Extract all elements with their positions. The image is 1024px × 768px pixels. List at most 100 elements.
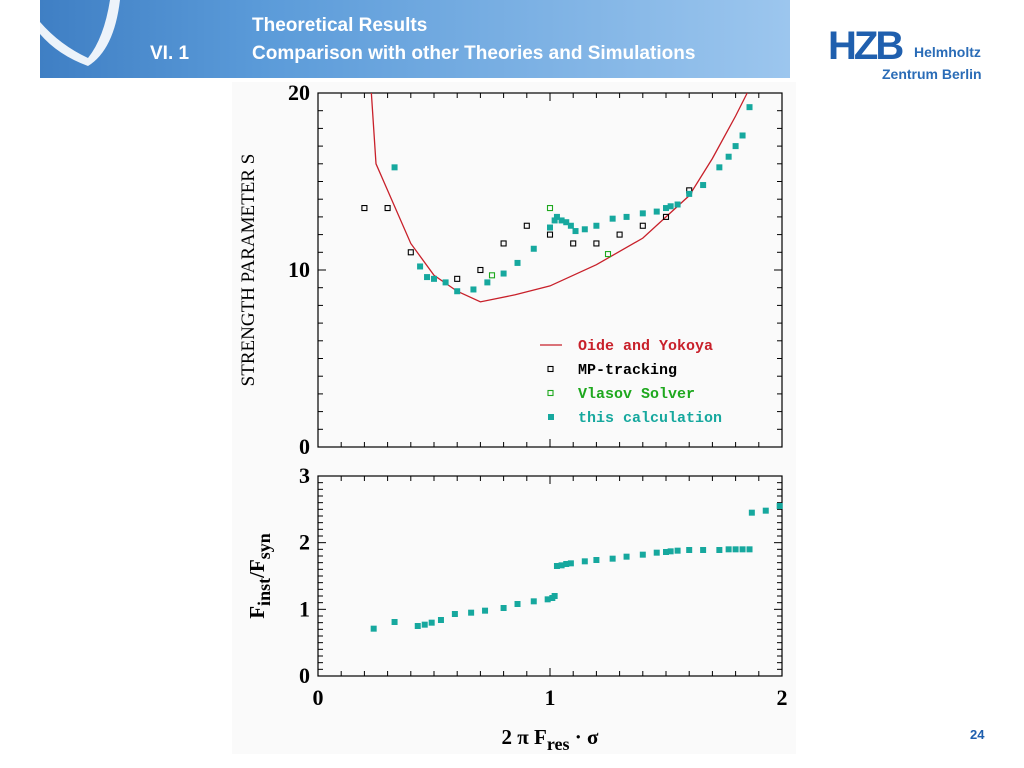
legend-filled-square-swatch [548,414,554,420]
calc-point [732,143,739,150]
bottom-y-tick-label: 3 [299,463,310,488]
top-y-tick-labels: 0 10 20 [288,80,310,459]
bottom-y-tick-label: 2 [299,530,310,555]
top-tick-marks [317,92,783,448]
calc-point [609,215,616,222]
calc-point [572,228,579,235]
calc-point [391,164,398,171]
hzb-logo: HZB Helmholtz Zentrum Berlin [828,26,998,86]
calc-point [500,270,507,277]
bottom-x-tick-label: 0 [313,685,324,710]
vlasov-point [604,251,612,258]
calc-point [553,213,560,220]
mp-tracking-point [500,240,507,247]
logo-text-line2: Zentrum Berlin [882,66,982,82]
calc-point [593,222,600,229]
calc-point [500,605,507,611]
mp-tracking-point [570,240,577,247]
calc-point [700,547,707,553]
bottom-x-tick-labels: 0 1 2 [313,685,788,710]
top-y-axis-label: STRENGTH PARAMETER S [238,154,259,387]
calc-point [663,205,669,212]
mp-tracking-point [361,205,368,212]
mp-tracking-point [616,231,623,238]
oide-yokoya-line [370,92,748,303]
calc-point [451,611,458,617]
calc-point [609,555,616,562]
calc-point [530,245,537,252]
section-number: VI. 1 [150,43,190,64]
mp-tracking-point [407,249,414,256]
calc-point [716,164,723,171]
top-plot: 0 10 20 STRENGTH PARAMETER S Oide and Yoko… [238,80,783,459]
bottom-y-tick-labels: 0 1 2 3 [299,463,310,688]
calc-point [667,548,674,555]
chart-panel: 0 10 20 STRENGTH PARAMETER S Oide and Yoko… [232,80,796,754]
calc-point [700,182,707,189]
calc-point [716,547,723,553]
calc-point [514,601,521,607]
mp-tracking-point [662,213,670,220]
banner-swoosh-icon [40,0,120,66]
calc-point [674,547,681,554]
calc-point [762,507,769,514]
calc-point [551,593,558,599]
vlasov-point [546,205,554,212]
calc-point [437,617,444,623]
bottom-x-tick-label: 2 [777,685,788,710]
calc-point [482,607,489,614]
calc-point [468,609,475,616]
header-banner [40,0,790,78]
legend-open-square-swatch [547,389,554,397]
calc-point [725,153,732,160]
logo-text-line1: Helmholtz [914,44,981,60]
bottom-y-tick-label: 1 [299,596,310,621]
mp-tracking-point [477,266,484,274]
mp-tracking-point [523,222,530,229]
calc-point [748,509,755,516]
calc-point [424,274,431,281]
bottom-series [370,503,783,632]
calc-point [431,275,437,282]
calc-point [581,558,588,565]
calc-point [663,549,669,555]
calc-point [454,288,461,295]
legend-label: this calculation [578,410,722,427]
slide-title: Theoretical Results [252,15,428,36]
calc-point [553,563,560,569]
mp-tracking-point [546,231,554,238]
vlasov-point [488,272,496,279]
mp-tracking-point [639,222,646,229]
bottom-x-axis-label: 2 π Fres · σ [502,725,600,754]
calc-point [470,286,477,293]
calc-point [370,625,377,632]
calc-point [686,547,693,553]
bottom-y-tick-label: 0 [299,663,310,688]
legend-open-square-swatch [547,365,554,373]
calc-point [581,226,588,233]
calc-point [547,224,553,231]
calc-point [391,619,398,625]
calc-point [530,598,537,605]
calc-point [544,596,551,603]
calc-point [558,562,565,569]
calc-point [725,546,732,553]
calc-point [514,259,521,266]
top-y-tick-label: 0 [299,434,310,459]
calc-point [776,503,783,509]
calc-point [739,546,746,553]
bottom-plot-frame [317,475,783,677]
mp-tracking-point [593,240,600,247]
calc-point [421,621,428,628]
page-number: 24 [970,727,985,742]
bottom-tick-marks [317,475,783,677]
mp-tracking-point [454,275,461,282]
bottom-plot: 0 1 2 3 0 1 2 Finst/Fsyn 2 π Fres · σ [245,463,788,754]
calc-point [639,551,646,558]
calc-point [567,222,574,229]
calc-point [674,201,681,208]
calc-point [563,219,570,226]
calc-point [623,213,630,220]
top-series [361,92,753,303]
